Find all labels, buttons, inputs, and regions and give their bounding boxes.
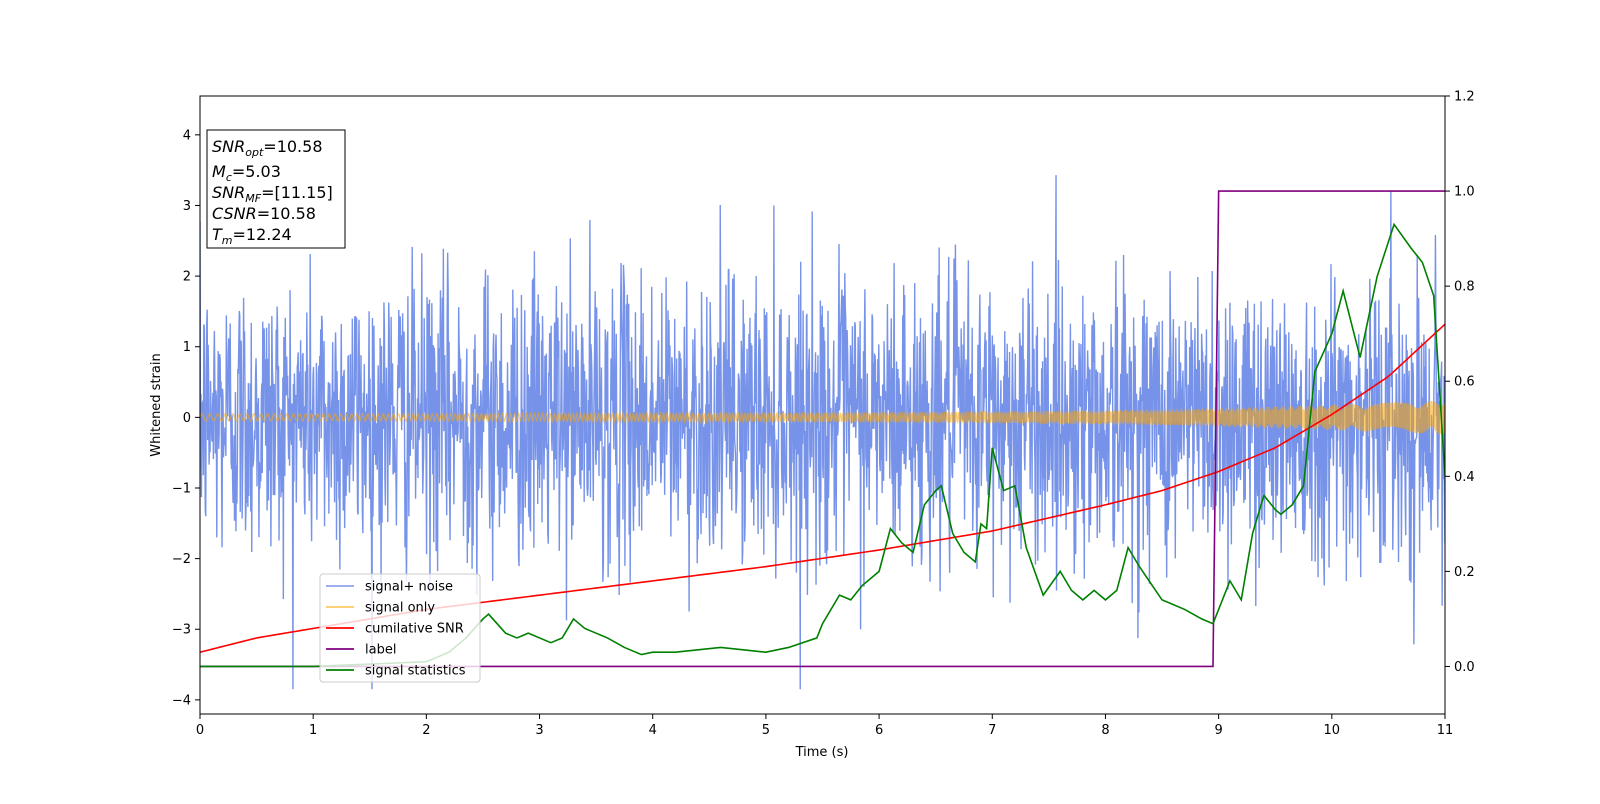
- annotation-box: SNRopt=10.58 Mc=5.03SNRMF=[11.15]CSNR=10.…: [206, 129, 346, 249]
- annotation-line: SNRMF=[11.15]: [212, 183, 333, 205]
- x-tick-label: 0: [196, 723, 204, 738]
- y-right-tick-label: 0.0: [1454, 660, 1475, 675]
- y-left-tick-label: 2: [183, 270, 191, 285]
- x-tick-label: 11: [1437, 723, 1454, 738]
- y-right-tick-label: 1.2: [1454, 90, 1475, 105]
- x-tick-label: 2: [422, 723, 430, 738]
- y-right-tick-label: 0.8: [1454, 280, 1475, 295]
- y-left-tick-label: 3: [183, 199, 191, 214]
- series-signal-only: [200, 400, 1445, 435]
- annotation-line: Mc=5.03: [212, 162, 281, 184]
- y-axis-right: 0.0 0.2 0.4 0.6 0.8 1.0 1.2: [1445, 90, 1475, 675]
- y-axis-label: Whitened strain: [149, 353, 164, 456]
- y-left-tick-label: −2: [172, 552, 191, 567]
- legend-entry: label: [365, 643, 396, 658]
- annotation-line: CSNR=10.58: [212, 204, 316, 223]
- x-tick-label: 6: [875, 723, 883, 738]
- legend-entry: signal statistics: [365, 664, 466, 679]
- x-tick-label: 4: [649, 723, 657, 738]
- y-left-tick-label: −4: [172, 693, 191, 708]
- legend-entry: signal+ noise: [365, 580, 453, 595]
- x-tick-label: 7: [988, 723, 996, 738]
- y-axis-left: −4 −3 −2 −1 0 1 2 3 4: [172, 128, 200, 708]
- legend: signal+ noise signal only cumilative SNR la…: [319, 573, 481, 683]
- y-left-tick-label: −3: [172, 623, 191, 638]
- x-axis-label: Time (s): [795, 745, 849, 760]
- series-signal-statistics: [200, 222, 1445, 668]
- series-label: [200, 190, 1445, 668]
- x-tick-label: 9: [1214, 723, 1222, 738]
- x-tick-label: 3: [535, 723, 543, 738]
- y-left-tick-label: 0: [183, 411, 191, 426]
- annotation-line: SNRopt=10.58: [212, 137, 323, 159]
- legend-entry: cumilative SNR: [365, 622, 464, 637]
- plot-frame: [199, 95, 1446, 715]
- y-right-tick-label: 1.0: [1454, 185, 1475, 200]
- y-right-tick-label: 0.6: [1454, 375, 1475, 390]
- x-tick-label: 10: [1324, 723, 1341, 738]
- y-left-tick-label: 1: [183, 340, 191, 355]
- legend-entry: signal only: [365, 601, 435, 616]
- x-axis: 0 1 2 3 4 5 6 7 8 9 10 11: [196, 714, 1453, 738]
- x-tick-label: 8: [1101, 723, 1109, 738]
- y-left-tick-label: −1: [172, 481, 191, 496]
- x-tick-label: 5: [762, 723, 770, 738]
- y-right-tick-label: 0.4: [1454, 470, 1475, 485]
- annotation-line: Tm=12.24: [212, 225, 292, 247]
- annotation-frame: [206, 129, 346, 249]
- y-left-tick-label: 4: [183, 128, 191, 143]
- x-tick-label: 1: [309, 723, 317, 738]
- y-right-tick-label: 0.2: [1454, 565, 1475, 580]
- legend-frame: [319, 573, 481, 683]
